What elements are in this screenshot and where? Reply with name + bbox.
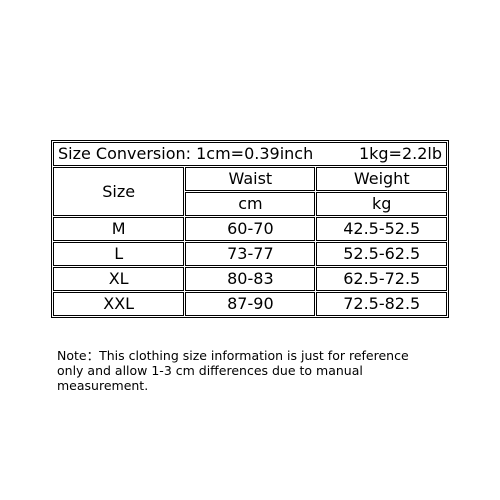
table-cell: XL [53, 267, 185, 291]
table-cell: 62.5-72.5 [316, 267, 447, 291]
table-row: M 60-70 42.5-52.5 [53, 217, 447, 241]
title-right: 1kg=2.2lb [358, 144, 442, 163]
table-cell: 72.5-82.5 [316, 292, 447, 316]
table-title: Size Conversion: 1cm=0.39inch 1kg=2.2lb [53, 142, 447, 166]
table-cell: M [53, 217, 185, 241]
note: Note：This clothing size information is j… [57, 348, 457, 393]
table-row: L 73-77 52.5-62.5 [53, 242, 447, 266]
header-cell: Waist [185, 167, 316, 191]
table-cell: 87-90 [185, 292, 316, 316]
table-cell: 73-77 [185, 242, 316, 266]
unit-cell: cm [185, 192, 316, 216]
table-row: XL 80-83 62.5-72.5 [53, 267, 447, 291]
header-cell: Weight [316, 167, 447, 191]
table-cell: L [53, 242, 185, 266]
note-line: Note：This clothing size information is j… [57, 348, 409, 363]
unit-cell: kg [316, 192, 447, 216]
note-line: only and allow 1-3 cm differences due to… [57, 363, 363, 393]
table-cell: 52.5-62.5 [316, 242, 447, 266]
table-row: XXL 87-90 72.5-82.5 [53, 292, 447, 316]
title-left: Size Conversion: 1cm=0.39inch [58, 144, 314, 163]
table-cell: 60-70 [185, 217, 316, 241]
table-cell: 80-83 [185, 267, 316, 291]
table-cell: 42.5-52.5 [316, 217, 447, 241]
table-cell: XXL [53, 292, 185, 316]
table-body: M 60-70 42.5-52.5 L 73-77 52.5-62.5 XL 80-83 62.… [53, 217, 447, 316]
header-cell: Size [53, 167, 185, 216]
size-table: Size Conversion: 1cm=0.39inch 1kg=2.2lb … [51, 140, 449, 318]
